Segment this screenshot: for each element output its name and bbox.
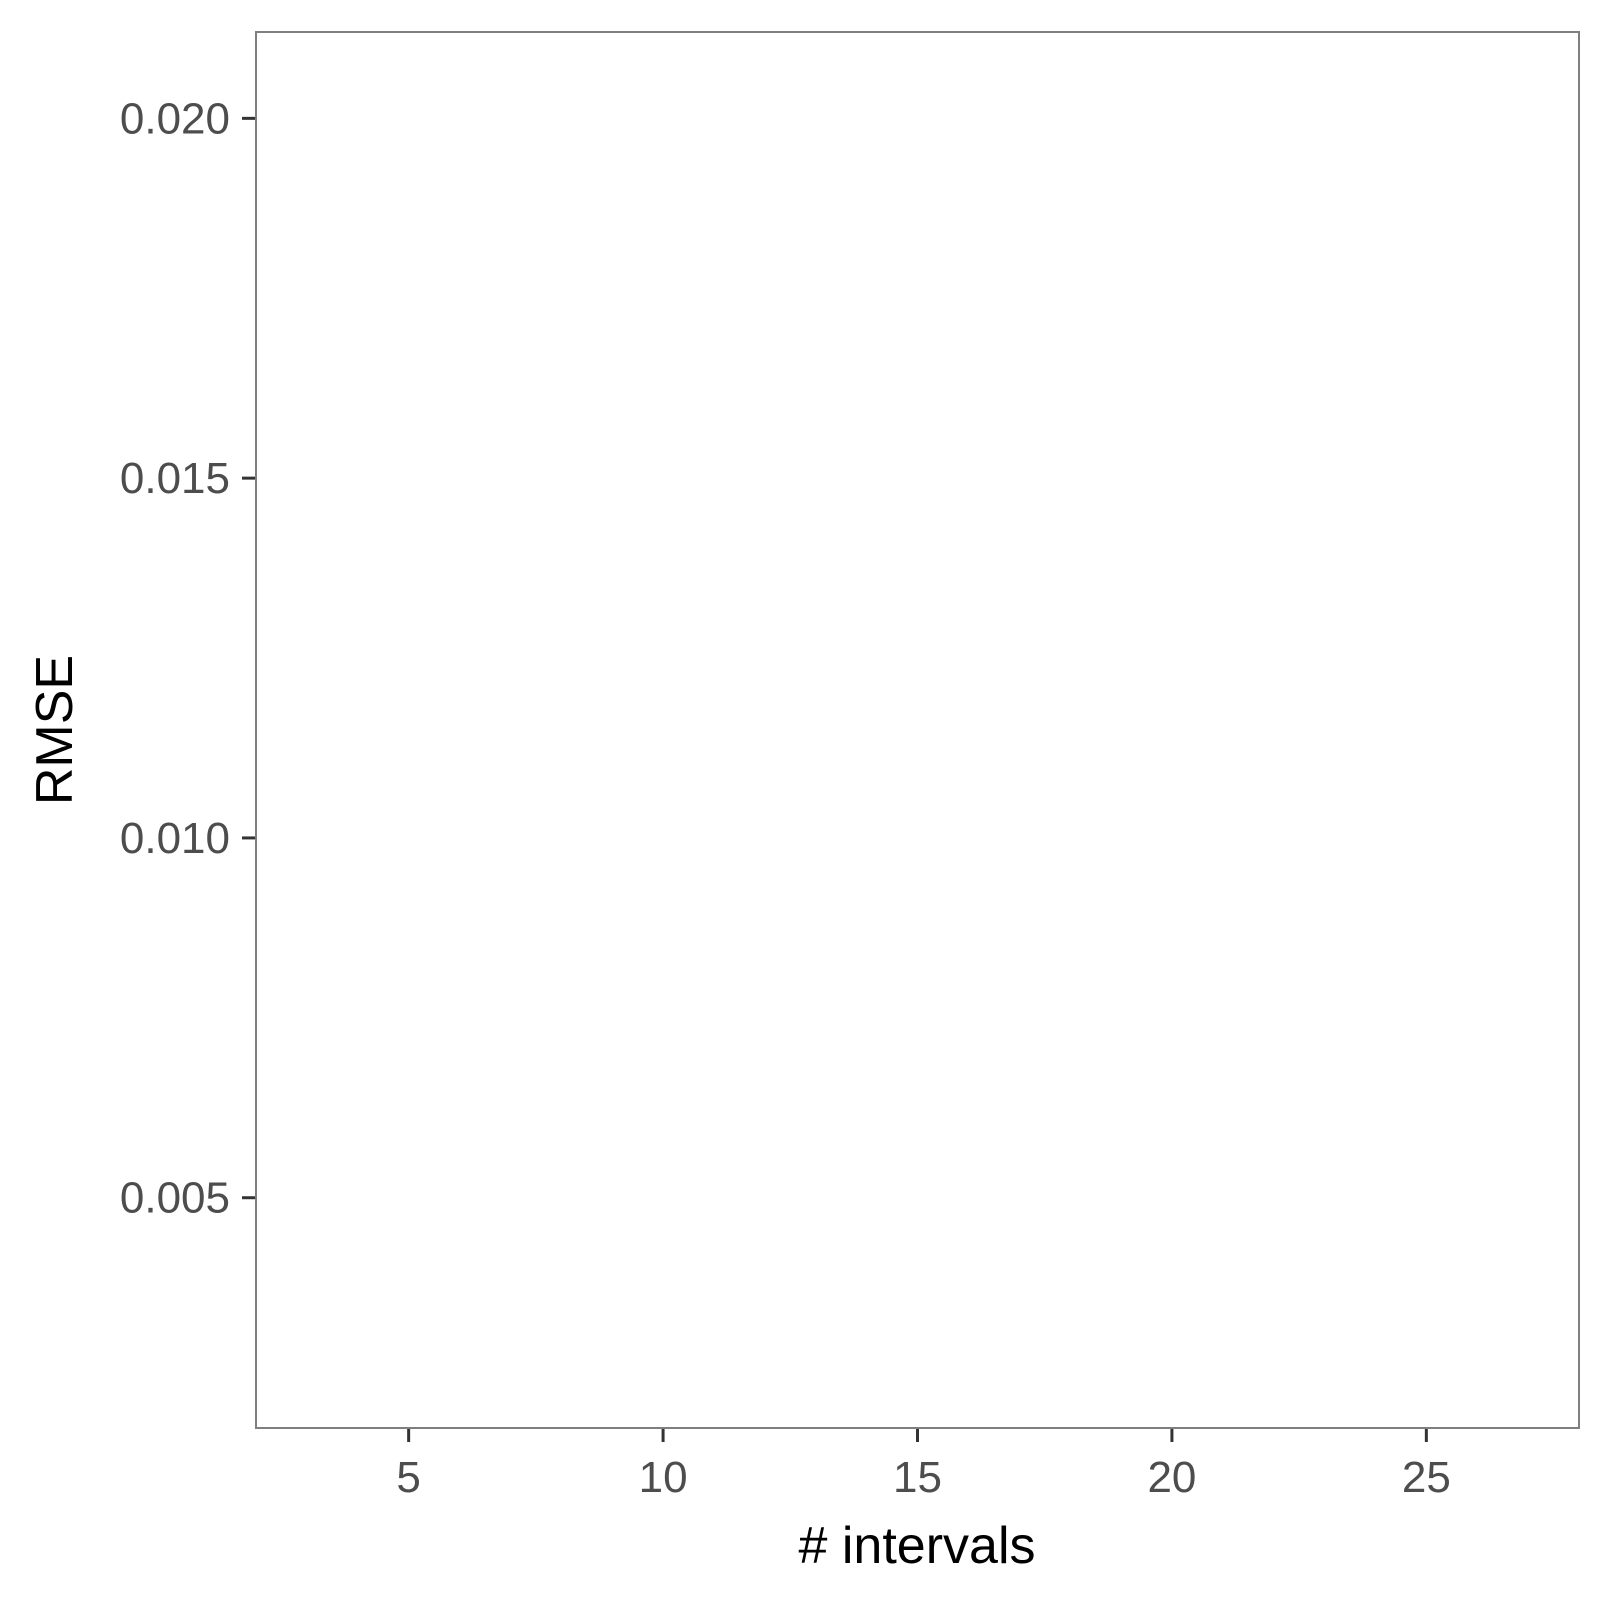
x-tick-label: 15: [893, 1453, 942, 1502]
x-axis: 5 10 15 20 25: [396, 1428, 1451, 1502]
x-tick-label: 20: [1147, 1453, 1196, 1502]
y-tick-label: 0.015: [120, 454, 230, 503]
x-tick-label: 5: [396, 1453, 420, 1502]
y-tick-label: 0.005: [120, 1174, 230, 1223]
y-axis-title: RMSE: [26, 655, 84, 805]
x-tick-label: 25: [1402, 1453, 1451, 1502]
x-axis-title: # intervals: [799, 1517, 1036, 1575]
y-tick-label: 0.010: [120, 814, 230, 863]
plot-panel-border: [255, 31, 1580, 1429]
y-axis: 0.005 0.010 0.015 0.020: [120, 94, 256, 1223]
x-tick-label: 10: [639, 1453, 688, 1502]
y-tick-label: 0.020: [120, 94, 230, 143]
